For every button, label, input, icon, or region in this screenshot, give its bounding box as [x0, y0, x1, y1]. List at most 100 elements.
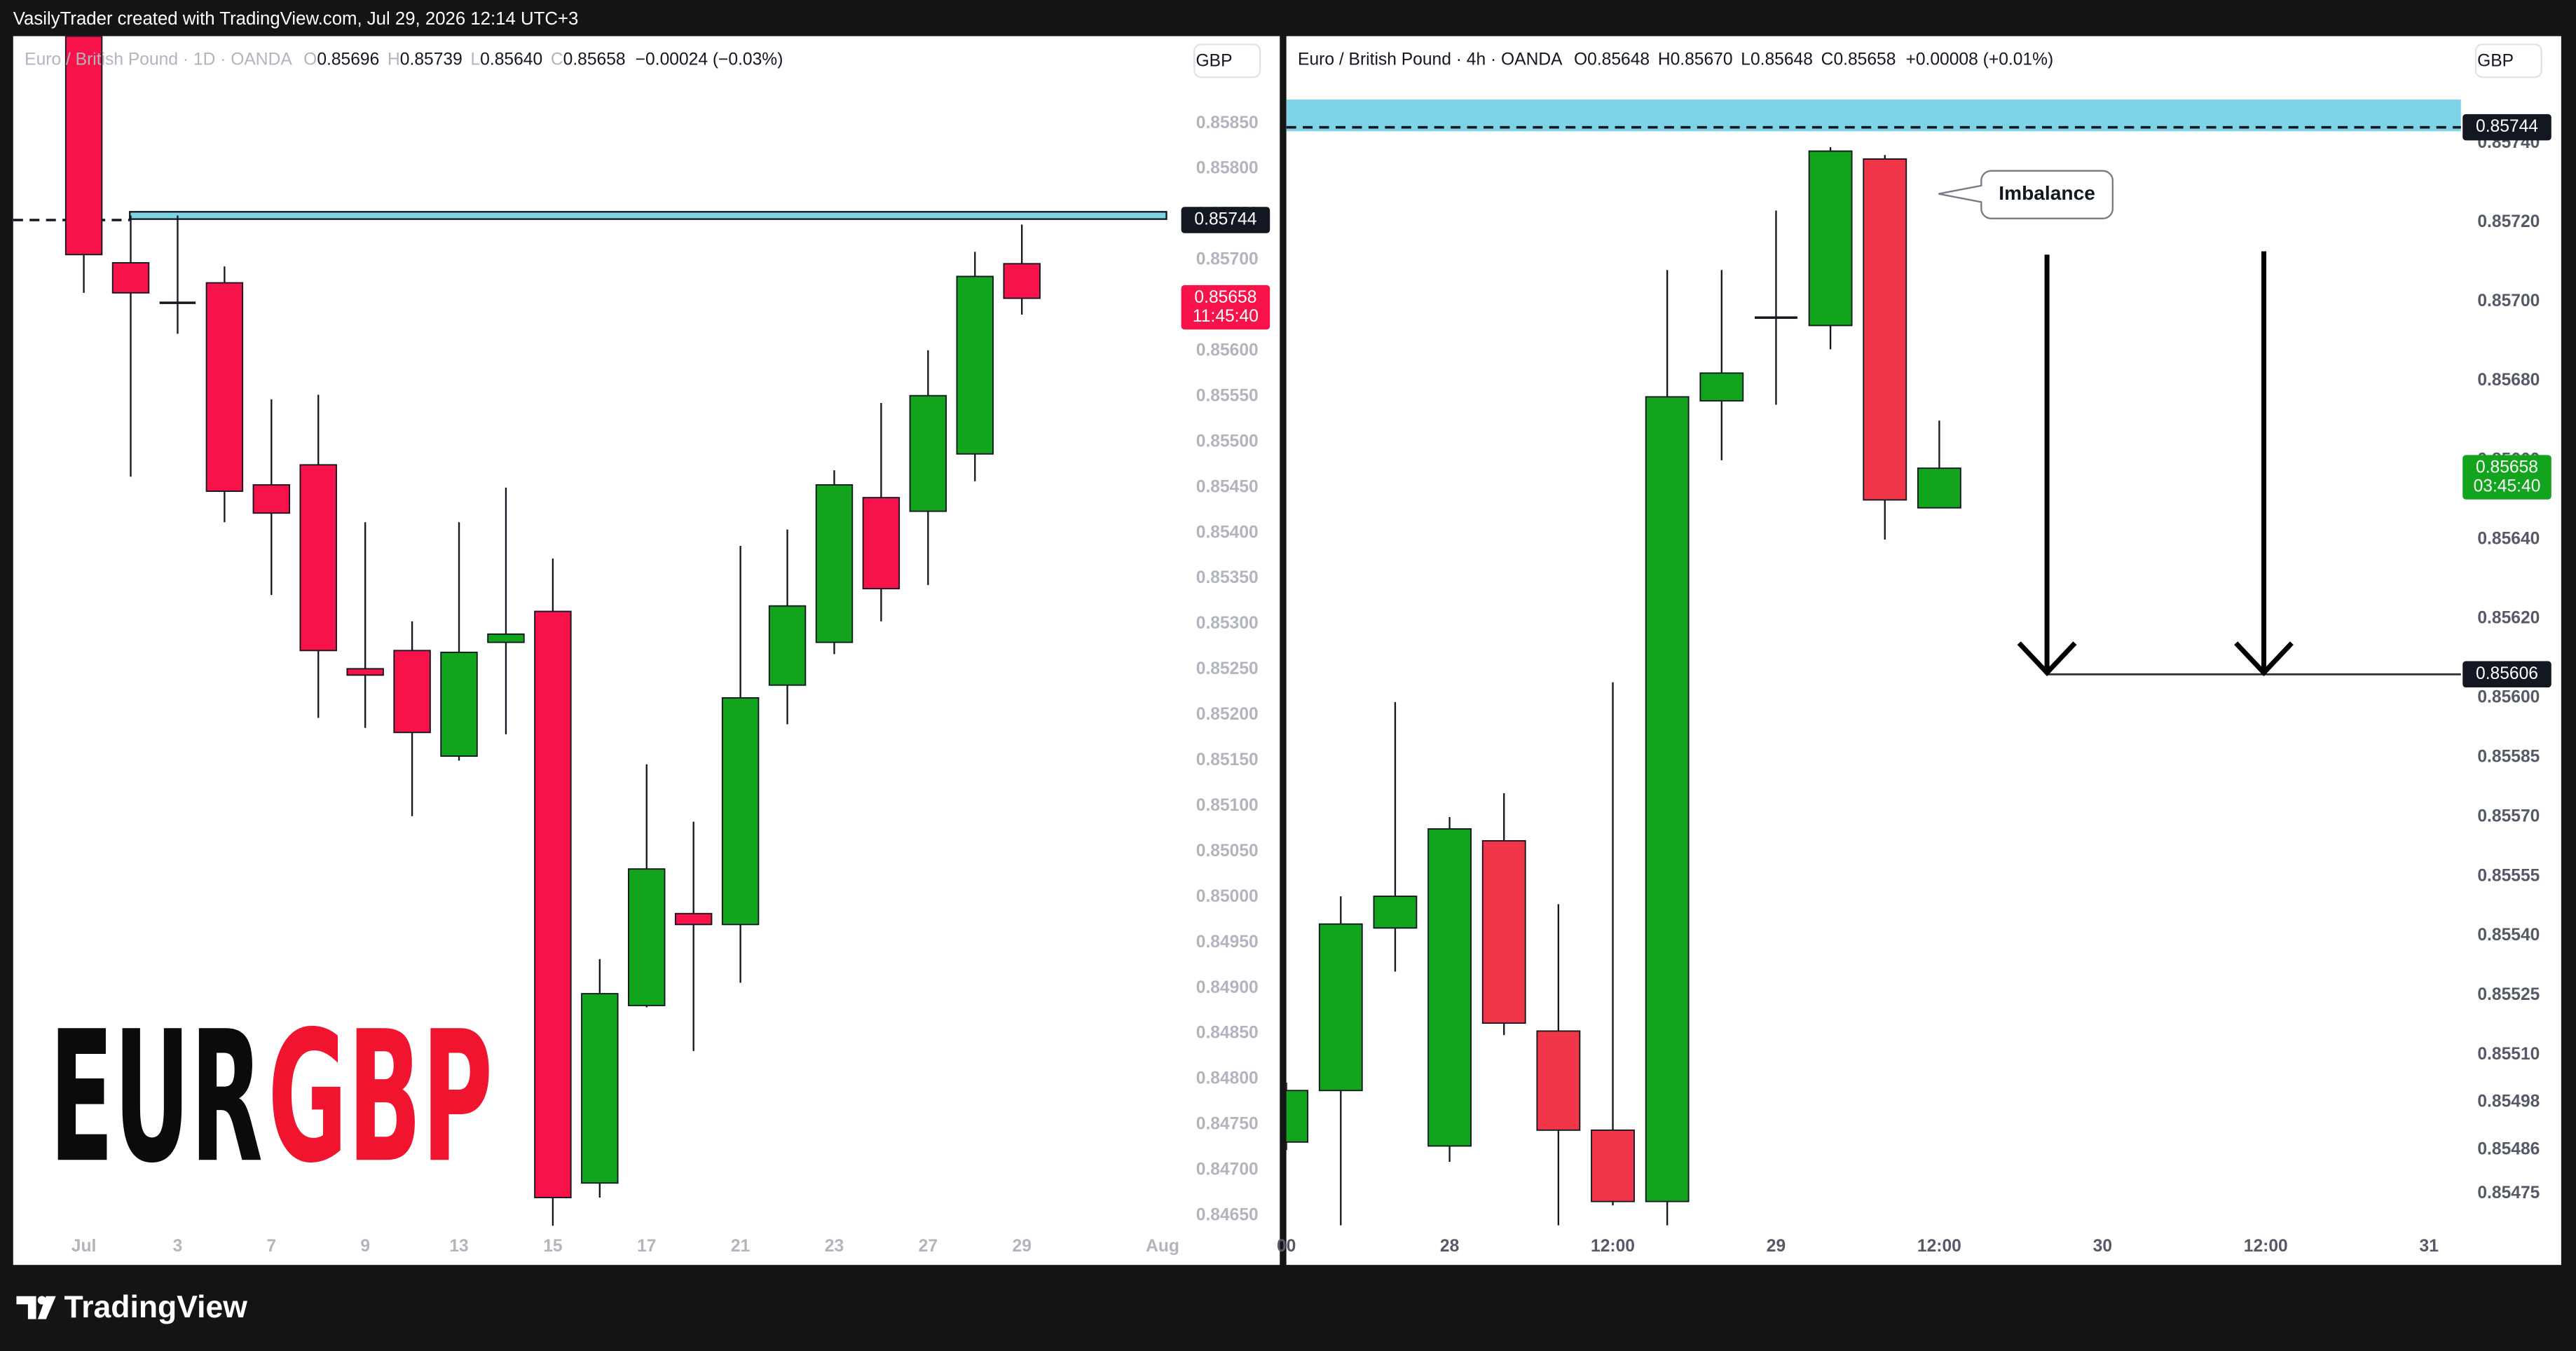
y-tick-label: 0.85510 — [2477, 1045, 2540, 1064]
candle-body — [581, 993, 619, 1184]
y-tick-label: 0.85050 — [1196, 842, 1259, 860]
y-tick-label: 0.85540 — [2477, 926, 2540, 945]
price-tag-label: 0.85658 — [1194, 288, 1256, 307]
y-tick-label: 0.84800 — [1196, 1069, 1259, 1088]
y-tick-label: 0.85500 — [1196, 432, 1259, 451]
legend: Euro / British Pound · 1D · OANDA O0.8569… — [25, 50, 783, 69]
legend-change: −0.00024 (−0.03%) — [636, 50, 783, 69]
candle-body — [111, 262, 150, 294]
y-tick-label: 0.85700 — [2477, 292, 2540, 310]
y-tick-label: 0.84750 — [1196, 1115, 1259, 1134]
legend-label: L — [1741, 50, 1751, 69]
candle-body — [299, 464, 337, 652]
legend-label: O — [303, 50, 317, 69]
x-tick-label: 29 — [1013, 1237, 1032, 1256]
y-tick-label: 0.85486 — [2477, 1140, 2540, 1159]
candle-body — [1591, 1129, 1635, 1202]
y-tick-label: 0.85000 — [1196, 887, 1259, 906]
x-tick-label: 23 — [825, 1237, 844, 1256]
legend-value: 0.85658 — [563, 50, 626, 69]
legend-value: 0.85658 — [1833, 50, 1896, 69]
legend-label: H — [388, 50, 400, 69]
y-tick-label: 0.85600 — [2477, 688, 2540, 707]
candle-body — [1003, 263, 1041, 299]
x-tick-label: 7 — [266, 1237, 276, 1256]
chart-panel — [1286, 36, 2561, 1266]
x-tick-label: 15 — [543, 1237, 562, 1256]
legend-label: C — [1821, 50, 1834, 69]
level-tag-label: 0.85744 — [1194, 210, 1256, 228]
legend-value: 0.85640 — [480, 50, 542, 69]
y-tick-label: 0.85400 — [1196, 523, 1259, 542]
y-tick-label: 0.85570 — [2477, 807, 2540, 825]
x-tick-label: 3 — [173, 1237, 183, 1256]
candle-body — [346, 668, 384, 676]
candle-body — [1318, 923, 1363, 1092]
candle-body — [721, 697, 760, 926]
x-tick-label: Aug — [1146, 1237, 1179, 1256]
y-tick-label: 0.84850 — [1196, 1024, 1259, 1043]
x-tick-label: 9 — [360, 1237, 370, 1256]
legend-label: H — [1658, 50, 1671, 69]
x-tick-label: 12:00 — [2244, 1237, 2288, 1256]
y-tick-label: 0.85525 — [2477, 985, 2540, 1004]
legend-value: 0.85648 — [1751, 50, 1813, 69]
candle-body — [1808, 150, 1853, 327]
legend: Euro / British Pound · 4h · OANDA O 0.8564… — [1298, 50, 2053, 69]
level-tag — [2462, 114, 2551, 141]
watermark-text: GBP — [268, 992, 493, 1202]
candle-body — [862, 497, 900, 589]
y-tick-label: 0.84900 — [1196, 978, 1259, 997]
x-tick-label: 17 — [637, 1237, 656, 1256]
target-tag — [2462, 661, 2551, 688]
y-tick-label: 0.85620 — [2477, 609, 2540, 628]
candle-body — [1699, 372, 1744, 402]
logo-shape — [37, 1296, 56, 1319]
y-tick-label: 0.85700 — [1196, 250, 1259, 269]
y-tick-label: 0.85300 — [1196, 614, 1259, 633]
price-tag-label: 0.85658 — [2476, 458, 2538, 477]
legend-symbol: Euro / British Pound · 1D · OANDA — [25, 50, 292, 69]
x-tick-label: 21 — [731, 1237, 750, 1256]
y-tick-label: 0.84950 — [1196, 933, 1259, 952]
y-tick-label: 0.84650 — [1196, 1206, 1259, 1225]
y-tick-label: 0.85550 — [1196, 386, 1259, 405]
arrow-head — [2234, 641, 2294, 677]
candle-body — [815, 484, 854, 643]
candle-body — [628, 868, 666, 1006]
candle-body — [534, 610, 572, 1198]
watermark-text: EUR — [49, 992, 263, 1202]
arrow-head — [2017, 641, 2077, 677]
candle-body — [1917, 467, 1961, 509]
y-tick-label: 0.85200 — [1196, 705, 1259, 724]
chart-panel — [13, 36, 1280, 1266]
y-tick-label: 0.85640 — [2477, 529, 2540, 548]
y-tick-label: 0.85475 — [2477, 1184, 2540, 1202]
legend-label: C — [551, 50, 563, 69]
plot-area — [13, 36, 1167, 1226]
y-tick-label: 0.85498 — [2477, 1092, 2540, 1111]
legend-value: 0.85670 — [1671, 50, 1733, 69]
supply-zone — [129, 211, 1167, 220]
y-tick-label: 0.85720 — [2477, 212, 2540, 231]
price-tag — [1181, 284, 1270, 330]
y-tick-label: 0.85850 — [1196, 114, 1259, 132]
candle-body — [956, 275, 994, 455]
y-tick-label: 0.85555 — [2477, 866, 2540, 885]
y-tick-label: 0.84700 — [1196, 1160, 1259, 1179]
currency-label: GBP — [1196, 51, 1233, 70]
y-tick-label: 0.85600 — [1196, 341, 1259, 360]
candle-body — [393, 650, 431, 734]
legend-symbol: Euro / British Pound · 4h · OANDA — [1298, 50, 1563, 69]
x-tick-label: 13 — [449, 1237, 468, 1256]
candle-body — [1645, 396, 1690, 1202]
countdown-label: 03:45:40 — [2474, 477, 2541, 496]
candle-body — [64, 36, 103, 256]
candle-body — [768, 605, 807, 686]
legend-label: O — [1574, 50, 1587, 69]
x-tick-label: 29 — [1767, 1237, 1786, 1256]
annotation-text: Imbalance — [1999, 182, 2095, 204]
price-tag — [2462, 455, 2551, 500]
